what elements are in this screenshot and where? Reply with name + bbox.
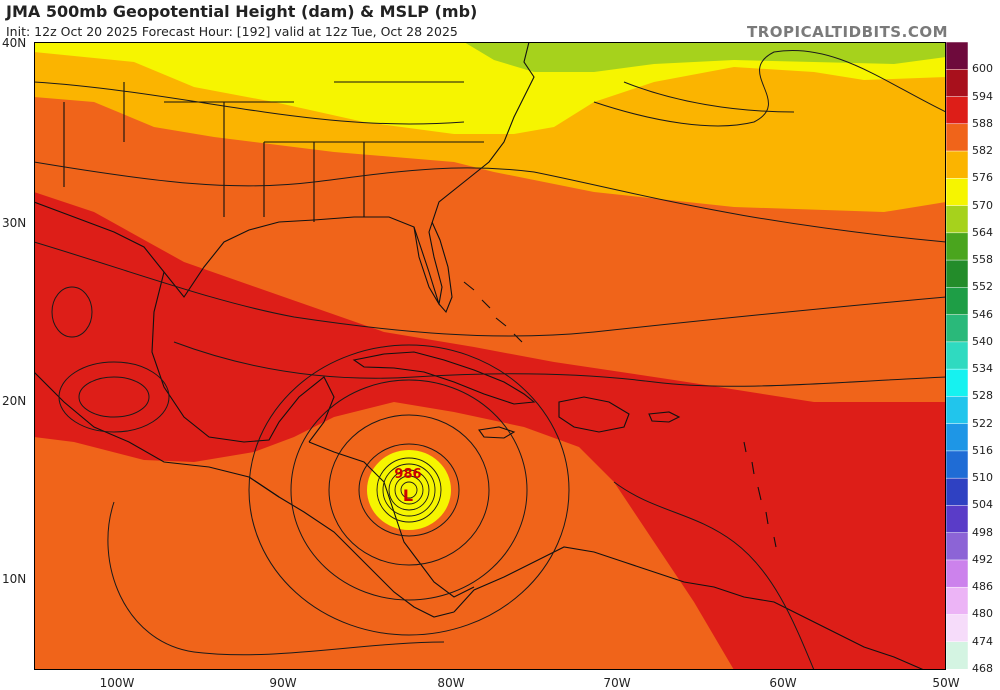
- colorbar-label: 558: [972, 253, 993, 267]
- brand-watermark: TROPICALTIDBITS.COM: [747, 23, 948, 41]
- low-pressure-value: 986: [394, 467, 421, 482]
- colorbar-label: 594: [972, 89, 993, 103]
- map-frame: [34, 42, 946, 670]
- isobar-lines: [34, 50, 946, 670]
- colorbar-label: 576: [972, 171, 993, 185]
- colorbar-swatch: [946, 42, 968, 71]
- low-pressure-core: [367, 450, 451, 530]
- lat-label-10n: 10N: [2, 572, 27, 586]
- colorbar-swatch: [946, 341, 968, 370]
- colorbar-label: 510: [972, 471, 993, 485]
- colorbar-swatch: [946, 69, 968, 98]
- colorbar-label: 498: [972, 525, 993, 539]
- lon-label-70w: 70W: [603, 676, 631, 690]
- colorbar-label: 546: [972, 307, 993, 321]
- colorbar-label: 522: [972, 416, 993, 430]
- colorbar-label: 600: [972, 62, 993, 76]
- colorbar-swatch: [946, 614, 968, 643]
- lon-label-60w: 60W: [769, 676, 797, 690]
- colorbar-swatch: [946, 477, 968, 507]
- lat-label-40n: 40N: [2, 36, 27, 50]
- low-pressure-symbol: L: [403, 486, 413, 505]
- colorbar-swatch: [946, 423, 968, 452]
- colorbar-label: 468: [972, 662, 993, 675]
- weather-map: 986 L: [34, 42, 946, 670]
- colorbar-swatch: [946, 96, 968, 125]
- colorbar-label: 564: [972, 225, 993, 239]
- colorbar-label: 486: [972, 580, 993, 594]
- coastlines: [34, 42, 925, 670]
- height-fill-564: [464, 42, 946, 72]
- colorbar-swatch: [946, 559, 968, 588]
- colorbar-label: 480: [972, 607, 993, 621]
- height-fill-588: [34, 192, 946, 670]
- map-subtitle: Init: 12z Oct 20 2025 Forecast Hour: [19…: [6, 24, 458, 39]
- colorbar-swatch: [946, 586, 968, 616]
- colorbar-label: 540: [972, 334, 993, 348]
- lon-label-50w: 50W: [932, 676, 960, 690]
- colorbar-swatch: [946, 505, 968, 534]
- colorbar-label: 588: [972, 116, 993, 130]
- colorbar-label: 504: [972, 498, 993, 512]
- colorbar-swatch: [946, 150, 968, 180]
- colorbar-label: 492: [972, 552, 993, 566]
- map-title: JMA 500mb Geopotential Height (dam) & MS…: [6, 2, 478, 21]
- colorbar: [946, 42, 968, 669]
- colorbar-swatch: [946, 641, 968, 669]
- colorbar-swatch: [946, 232, 968, 261]
- colorbar-label: 552: [972, 280, 993, 294]
- height-fill-570: [34, 42, 946, 134]
- colorbar-swatch: [946, 259, 968, 289]
- colorbar-swatch: [946, 314, 968, 343]
- lon-label-90w: 90W: [269, 676, 297, 690]
- colorbar-label: 570: [972, 198, 993, 212]
- colorbar-swatch: [946, 205, 968, 234]
- colorbar-swatch: [946, 123, 968, 152]
- colorbar-label: 582: [972, 144, 993, 158]
- colorbar-swatch: [946, 368, 968, 398]
- colorbar-label: 474: [972, 634, 993, 648]
- lat-label-30n: 30N: [2, 216, 27, 230]
- low-isobar-rings: [376, 457, 442, 523]
- colorbar-swatch: [946, 396, 968, 425]
- colorbar-swatch: [946, 532, 968, 561]
- colorbar-swatch: [946, 450, 968, 479]
- lon-label-80w: 80W: [437, 676, 465, 690]
- lon-label-100w: 100W: [99, 676, 135, 690]
- colorbar-swatch: [946, 287, 968, 316]
- colorbar-swatch: [946, 178, 968, 207]
- colorbar-label: 534: [972, 362, 993, 376]
- lat-label-20n: 20N: [2, 394, 27, 408]
- colorbar-label: 528: [972, 389, 993, 403]
- colorbar-label: 516: [972, 443, 993, 457]
